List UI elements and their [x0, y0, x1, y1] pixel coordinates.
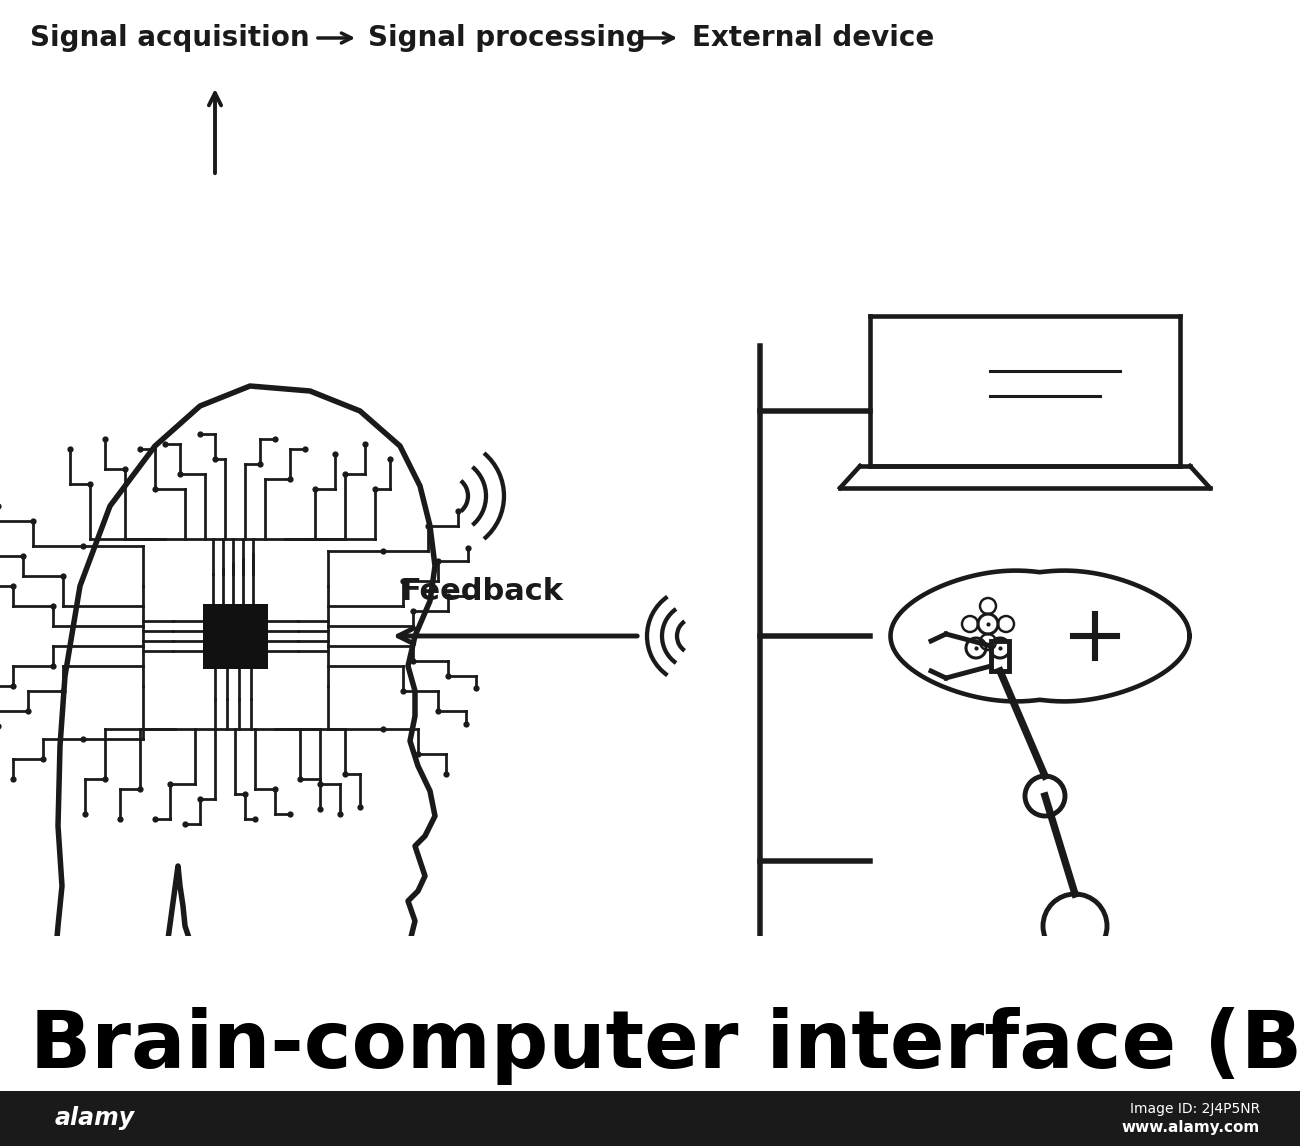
Text: Signal acquisition: Signal acquisition	[30, 24, 309, 52]
Text: www.alamy.com: www.alamy.com	[1122, 1120, 1260, 1135]
Text: Image ID: 2J4P5NR: Image ID: 2J4P5NR	[1130, 1102, 1260, 1116]
Bar	[0, 1091, 1300, 1146]
Bar	[991, 641, 1009, 672]
Text: Brain-computer interface (BCI): Brain-computer interface (BCI)	[30, 1007, 1300, 1085]
Text: External device: External device	[692, 24, 935, 52]
Bar	[203, 604, 268, 668]
Text: Feedback: Feedback	[400, 576, 563, 605]
Text: alamy: alamy	[55, 1107, 135, 1130]
Bar	[0, 936, 1300, 1000]
Text: Signal processing: Signal processing	[368, 24, 646, 52]
